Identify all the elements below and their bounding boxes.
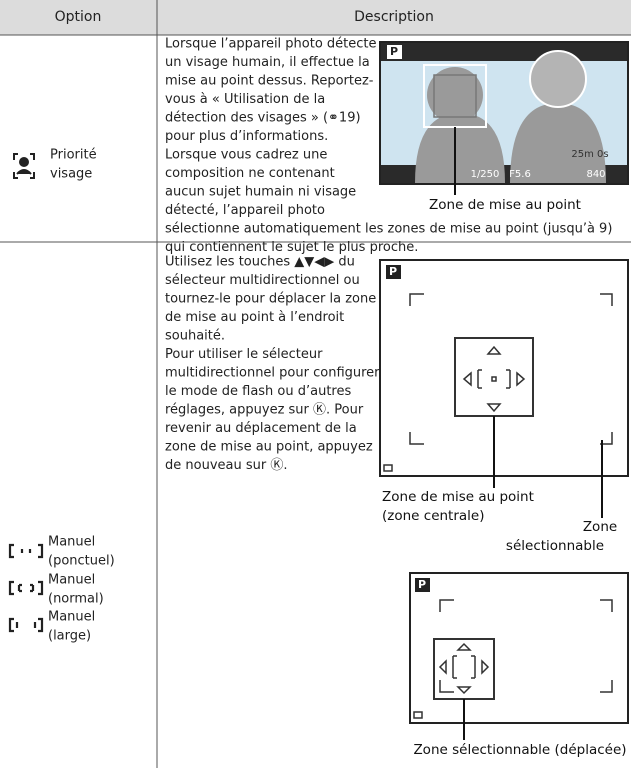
description-line: de mise au point à l’endroit (165, 310, 344, 325)
mode-letter: P (389, 265, 397, 278)
osd-text: 1/250 (471, 169, 500, 180)
figure-caption: Zone sélectionnable (déplacée) (413, 742, 626, 758)
description-line: Pour utiliser le sélecteur (165, 347, 323, 362)
option-label: Manuel (48, 610, 95, 625)
description-line: aucun sujet humain ni visage (165, 185, 356, 200)
description-line: sélectionne automatiquement les zones de… (165, 222, 612, 237)
description-line: tournez-le pour déplacer la zone (165, 292, 376, 307)
description-line: de nouveau sur Ⓚ. (165, 458, 287, 473)
option-label: (ponctuel) (48, 554, 115, 569)
header-bg (0, 0, 631, 35)
mode-box (415, 578, 430, 592)
icon-af-area (8, 543, 44, 633)
mode-letter: P (390, 45, 398, 58)
description-line: un visage humain, il effectue la (165, 55, 370, 70)
camera-screen (379, 259, 629, 477)
description-line: sélecteur multidirectionnel ou (165, 273, 360, 288)
description-line: Utilisez les touches ▲▼◀▶ du (165, 255, 355, 270)
description-line: qui contiennent le sujet le plus proche. (165, 240, 418, 255)
option-label: visage (50, 167, 92, 182)
option-label: (normal) (48, 592, 104, 607)
figure-caption: (zone centrale) (382, 508, 485, 524)
description-line: réglages, appuyez sur Ⓚ. Pour (165, 403, 364, 418)
figure-caption: sélectionnable (506, 538, 604, 554)
camera-screen (409, 572, 629, 724)
icon-face (13, 153, 35, 179)
figure-caption: Zone (583, 519, 617, 535)
option-label: Priorité (50, 148, 97, 163)
description-line: le mode de flash ou d’autres (165, 384, 351, 399)
description-line: composition ne contenant (165, 166, 335, 181)
osd-text: F5.6 (509, 169, 531, 180)
description-line: multidirectionnel pour configurer (165, 366, 380, 381)
osd-text: 25m 0s (571, 149, 608, 160)
description-line: souhaité. (165, 329, 225, 344)
description-line: Lorsque l’appareil photo détecte (165, 37, 377, 52)
figure-caption: Zone de mise au point (382, 489, 534, 505)
header-option: Option (55, 9, 102, 25)
mode-letter: P (418, 578, 426, 591)
mode-box (386, 265, 401, 279)
description-line: vous à « Utilisation de la (165, 92, 325, 107)
description-line: Lorsque vous cadrez une (165, 148, 327, 163)
description-line: détection des visages » (⚭19) (165, 111, 361, 126)
description-line: détecté, l’appareil photo (165, 203, 325, 218)
description-line: revenir au déplacement de la (165, 421, 357, 436)
option-label: Manuel (48, 535, 95, 550)
description-line: zone de mise au point, appuyez (165, 440, 373, 455)
camera-screen (379, 41, 629, 185)
description-line: mise au point dessus. Reportez- (165, 74, 374, 89)
figure-caption: Zone de mise au point (429, 197, 581, 213)
description-line: pour plus d’informations. (165, 129, 328, 144)
osd-text: 840 (586, 169, 605, 180)
option-label: (large) (48, 629, 91, 644)
header-description: Description (354, 9, 434, 25)
option-label: Manuel (48, 573, 95, 588)
